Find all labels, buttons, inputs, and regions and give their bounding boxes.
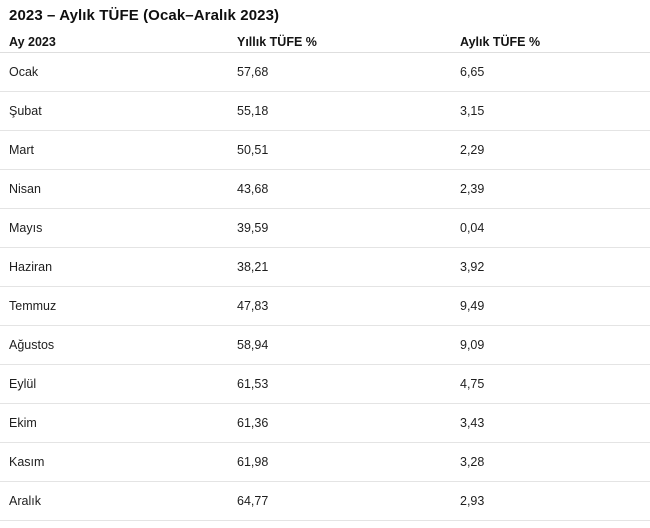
table-row: Mayıs 39,59 0,04 [0,209,650,248]
month-cell: Haziran [9,260,53,274]
monthly-tufe-cell: 9,09 [460,338,485,352]
annual-tufe-cell: 61,53 [237,377,269,391]
month-cell: Eylül [9,377,37,391]
table-row: Haziran 38,21 3,92 [0,248,650,287]
monthly-tufe-cell: 3,15 [460,104,485,118]
annual-tufe-cell: 50,51 [237,143,269,157]
monthly-tufe-cell: 0,04 [460,221,485,235]
table-row: Ekim 61,36 3,43 [0,404,650,443]
month-cell: Ocak [9,65,39,79]
tufe-table: Ay 2023 Yıllık TÜFE % Aylık TÜFE % Ocak … [0,31,650,521]
table-row: Eylül 61,53 4,75 [0,365,650,404]
table-row: Temmuz 47,83 9,49 [0,287,650,326]
page-title: 2023 – Aylık TÜFE (Ocak–Aralık 2023) [9,7,280,24]
monthly-tufe-cell: 9,49 [460,299,485,313]
month-cell: Ekim [9,416,37,430]
monthly-tufe-cell: 3,92 [460,260,485,274]
month-cell: Mart [9,143,34,157]
monthly-tufe-cell: 6,65 [460,65,485,79]
table-row: Nisan 43,68 2,39 [0,170,650,209]
annual-tufe-cell: 47,83 [237,299,269,313]
monthly-tufe-cell: 3,43 [460,416,485,430]
annual-tufe-cell: 57,68 [237,65,269,79]
column-header-month: Ay 2023 [9,34,56,49]
table-row: Aralık 64,77 2,93 [0,482,650,521]
table-row: Ocak 57,68 6,65 [0,53,650,92]
month-cell: Şubat [9,104,42,118]
month-cell: Nisan [9,182,41,196]
monthly-tufe-cell: 3,28 [460,455,485,469]
annual-tufe-cell: 55,18 [237,104,269,118]
annual-tufe-cell: 39,59 [237,221,269,235]
annual-tufe-cell: 61,98 [237,455,269,469]
table-header-row: Ay 2023 Yıllık TÜFE % Aylık TÜFE % [0,31,650,53]
column-header-monthly: Aylık TÜFE % [460,34,541,49]
monthly-tufe-cell: 2,39 [460,182,485,196]
month-cell: Kasım [9,455,45,469]
monthly-tufe-cell: 2,93 [460,494,485,508]
table-row: Mart 50,51 2,29 [0,131,650,170]
table-row: Şubat 55,18 3,15 [0,92,650,131]
month-cell: Ağustos [9,338,55,352]
annual-tufe-cell: 64,77 [237,494,269,508]
annual-tufe-cell: 38,21 [237,260,269,274]
table-row: Kasım 61,98 3,28 [0,443,650,482]
column-header-annual: Yıllık TÜFE % [237,34,317,49]
monthly-tufe-cell: 4,75 [460,377,485,391]
month-cell: Aralık [9,494,41,508]
month-cell: Temmuz [9,299,57,313]
annual-tufe-cell: 61,36 [237,416,269,430]
month-cell: Mayıs [9,221,43,235]
annual-tufe-cell: 43,68 [237,182,269,196]
annual-tufe-cell: 58,94 [237,338,269,352]
table-row: Ağustos 58,94 9,09 [0,326,650,365]
monthly-tufe-cell: 2,29 [460,143,485,157]
